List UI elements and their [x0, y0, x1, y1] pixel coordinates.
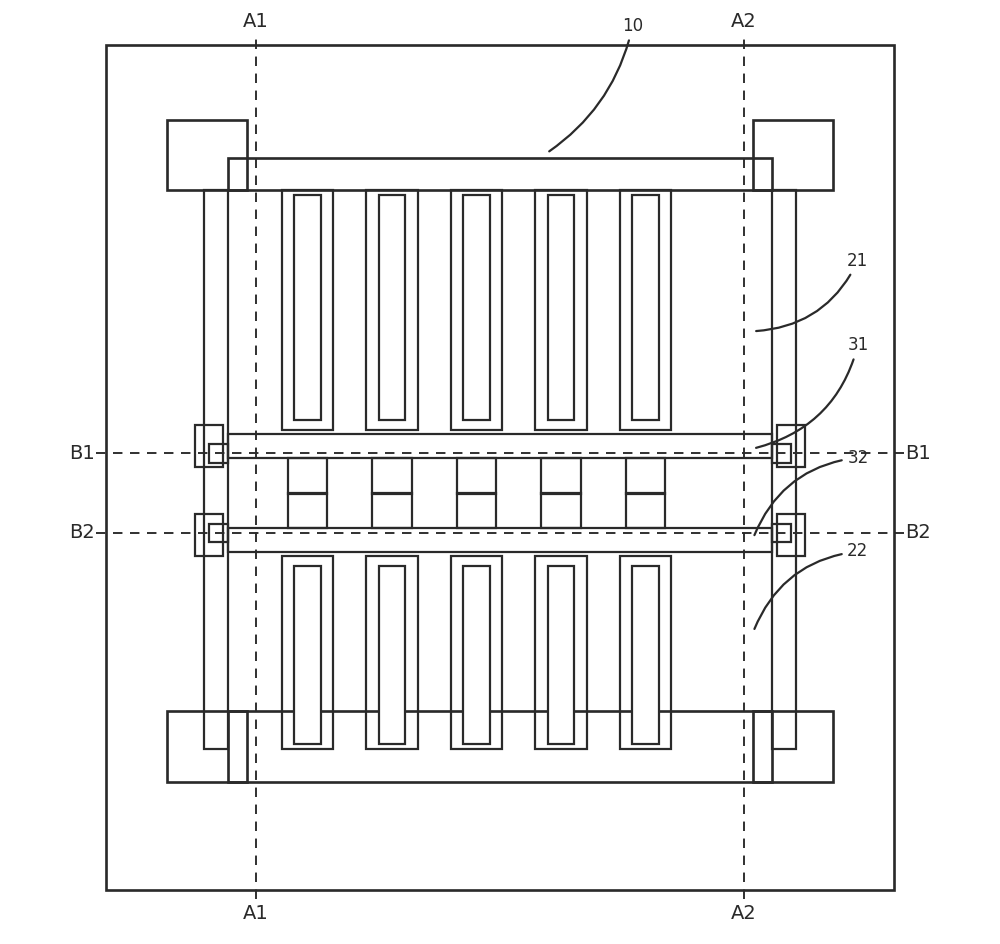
Text: B2: B2: [69, 524, 95, 543]
Bar: [228, 529, 772, 551]
Bar: [106, 45, 894, 889]
Bar: [451, 556, 502, 749]
Bar: [288, 458, 327, 494]
Bar: [209, 524, 228, 543]
Text: A1: A1: [243, 12, 269, 31]
Bar: [626, 458, 665, 494]
Bar: [379, 565, 405, 744]
Bar: [294, 195, 321, 420]
Bar: [548, 565, 574, 744]
Bar: [535, 191, 587, 430]
Text: A2: A2: [731, 12, 757, 31]
Bar: [282, 556, 333, 749]
Bar: [372, 458, 412, 494]
Bar: [228, 711, 772, 782]
Bar: [541, 458, 581, 494]
Bar: [620, 191, 671, 430]
Bar: [457, 493, 496, 529]
Bar: [777, 425, 805, 467]
Bar: [463, 195, 490, 420]
Bar: [457, 458, 496, 494]
Bar: [195, 514, 223, 556]
Bar: [535, 556, 587, 749]
Bar: [372, 493, 412, 529]
Bar: [772, 524, 791, 543]
Text: 31: 31: [756, 336, 868, 447]
Bar: [379, 195, 405, 420]
Text: 10: 10: [549, 17, 643, 151]
Bar: [228, 434, 772, 458]
Bar: [195, 425, 223, 467]
Bar: [204, 191, 228, 749]
Bar: [753, 120, 833, 191]
Bar: [451, 191, 502, 430]
Bar: [632, 195, 659, 420]
Text: 21: 21: [756, 251, 868, 331]
Bar: [626, 493, 665, 529]
Text: 22: 22: [754, 543, 868, 629]
Bar: [366, 556, 418, 749]
Bar: [294, 565, 321, 744]
Bar: [167, 120, 247, 191]
Bar: [632, 565, 659, 744]
Bar: [541, 493, 581, 529]
Text: A2: A2: [731, 903, 757, 922]
Bar: [753, 711, 833, 782]
Text: B1: B1: [69, 444, 95, 463]
Text: A1: A1: [243, 903, 269, 922]
Bar: [209, 444, 228, 463]
Bar: [288, 493, 327, 529]
Bar: [366, 191, 418, 430]
Bar: [772, 191, 796, 749]
Text: 32: 32: [754, 448, 868, 535]
Bar: [282, 191, 333, 430]
Bar: [167, 711, 247, 782]
Text: B2: B2: [905, 524, 931, 543]
Text: B1: B1: [905, 444, 931, 463]
Bar: [620, 556, 671, 749]
Bar: [777, 514, 805, 556]
Bar: [228, 158, 772, 191]
Bar: [772, 444, 791, 463]
Bar: [463, 565, 490, 744]
Bar: [548, 195, 574, 420]
